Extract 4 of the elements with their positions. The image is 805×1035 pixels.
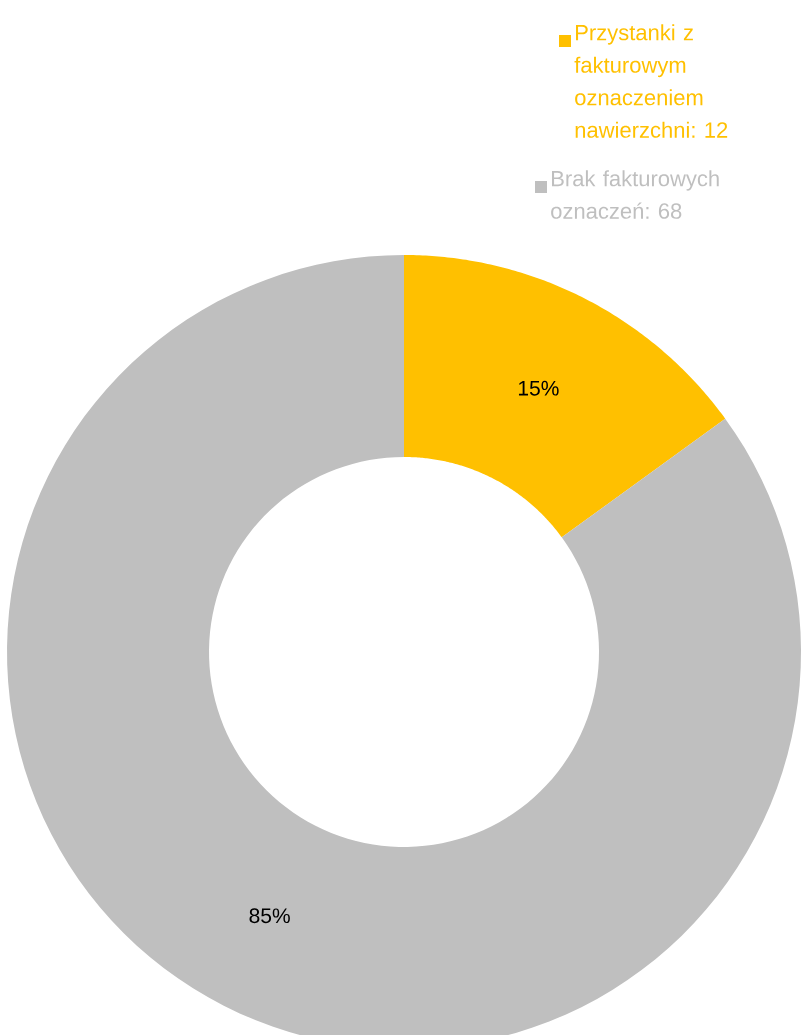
data-label: 85% bbox=[249, 908, 290, 924]
legend-label: Brak fakturowych oznaczeń: 68 bbox=[551, 170, 719, 219]
legend-label: Przystanki z fakturowym oznaczeniem nawierzchni: 12 bbox=[574, 24, 728, 138]
data-label: 15% bbox=[518, 380, 559, 396]
